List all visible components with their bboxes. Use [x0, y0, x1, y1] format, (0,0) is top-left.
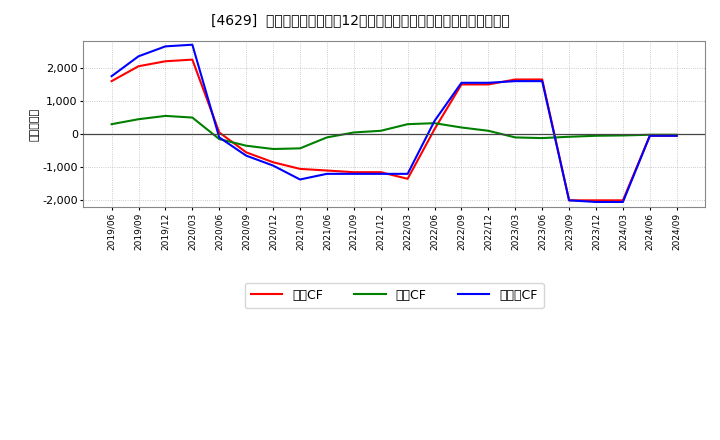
Text: [4629]  キャッシュフローの12か月移動合計の対前年同期増減額の推移: [4629] キャッシュフローの12か月移動合計の対前年同期増減額の推移	[211, 13, 509, 27]
フリーCF	[431, 118, 439, 124]
営業CF	[349, 169, 358, 175]
フリーCF	[161, 44, 170, 49]
投資CF	[188, 115, 197, 120]
投資CF	[296, 146, 305, 151]
投資CF	[377, 128, 385, 133]
営業CF	[484, 82, 492, 87]
営業CF	[592, 198, 600, 203]
営業CF	[646, 133, 654, 139]
投資CF	[134, 117, 143, 122]
営業CF	[538, 77, 546, 82]
営業CF	[107, 78, 116, 84]
Line: フリーCF: フリーCF	[112, 45, 677, 202]
営業CF	[618, 198, 627, 203]
Line: 営業CF: 営業CF	[112, 59, 677, 200]
投資CF	[592, 133, 600, 139]
投資CF	[646, 132, 654, 137]
フリーCF	[215, 135, 224, 140]
営業CF	[431, 127, 439, 132]
投資CF	[269, 147, 277, 152]
Y-axis label: （百万円）: （百万円）	[30, 108, 40, 141]
投資CF	[511, 135, 520, 140]
営業CF	[672, 133, 681, 139]
営業CF	[323, 168, 331, 173]
営業CF	[134, 64, 143, 69]
投資CF	[161, 113, 170, 118]
フリーCF	[484, 80, 492, 85]
営業CF	[511, 77, 520, 82]
フリーCF	[646, 133, 654, 139]
営業CF	[564, 198, 573, 203]
投資CF	[484, 128, 492, 133]
投資CF	[107, 121, 116, 127]
フリーCF	[349, 171, 358, 176]
フリーCF	[296, 177, 305, 182]
営業CF	[403, 176, 412, 181]
投資CF	[323, 135, 331, 140]
投資CF	[403, 121, 412, 127]
フリーCF	[672, 133, 681, 139]
営業CF	[269, 160, 277, 165]
営業CF	[242, 150, 251, 155]
営業CF	[161, 59, 170, 64]
投資CF	[215, 136, 224, 142]
フリーCF	[403, 171, 412, 176]
フリーCF	[242, 153, 251, 158]
フリーCF	[538, 78, 546, 84]
投資CF	[564, 134, 573, 139]
投資CF	[349, 130, 358, 135]
投資CF	[672, 132, 681, 137]
フリーCF	[618, 199, 627, 205]
フリーCF	[592, 199, 600, 205]
Legend: 営業CF, 投資CF, フリーCF: 営業CF, 投資CF, フリーCF	[245, 283, 544, 308]
Line: 投資CF: 投資CF	[112, 116, 677, 149]
投資CF	[538, 136, 546, 141]
営業CF	[457, 82, 466, 87]
フリーCF	[134, 54, 143, 59]
フリーCF	[269, 163, 277, 168]
フリーCF	[188, 42, 197, 48]
投資CF	[431, 121, 439, 126]
営業CF	[377, 169, 385, 175]
フリーCF	[511, 78, 520, 84]
営業CF	[188, 57, 197, 62]
営業CF	[296, 166, 305, 172]
投資CF	[242, 143, 251, 148]
フリーCF	[377, 171, 385, 176]
フリーCF	[107, 73, 116, 79]
営業CF	[215, 130, 224, 135]
フリーCF	[457, 80, 466, 85]
投資CF	[618, 133, 627, 138]
フリーCF	[564, 198, 573, 203]
フリーCF	[323, 171, 331, 176]
投資CF	[457, 125, 466, 130]
